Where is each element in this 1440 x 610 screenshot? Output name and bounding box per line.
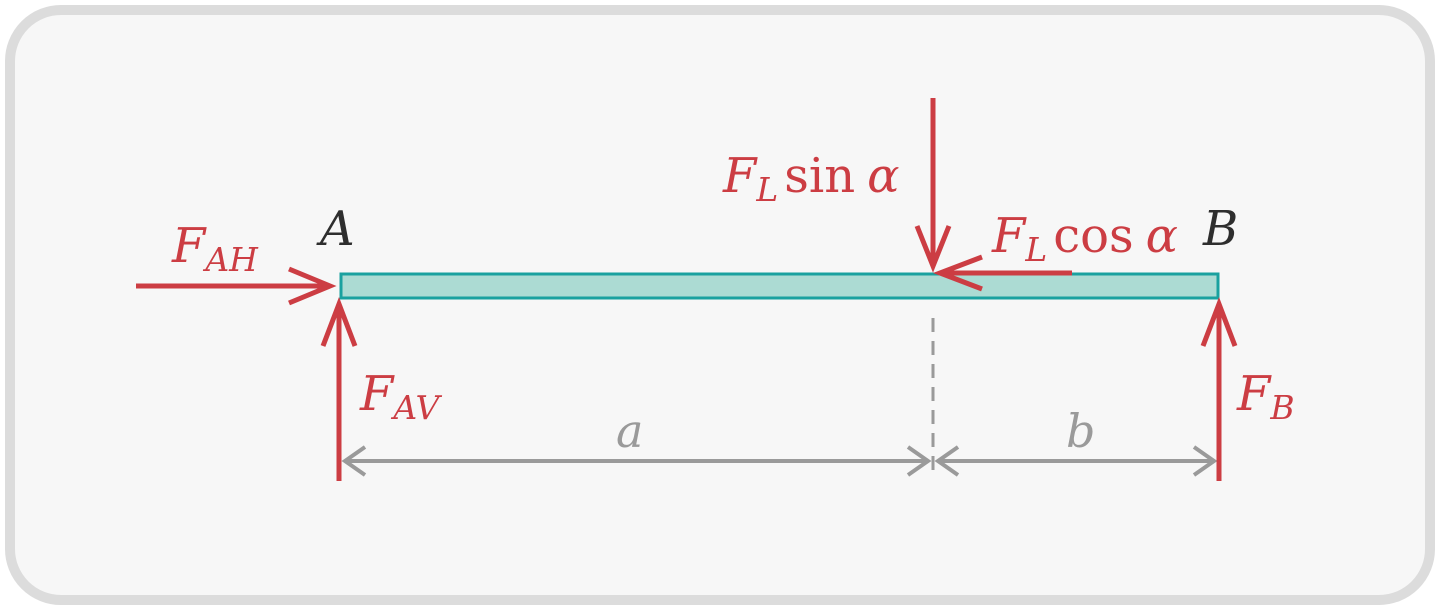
force-arrow-fah [136, 266, 337, 306]
force-arrow-fav [320, 296, 358, 481]
dimension-b [934, 445, 1218, 477]
force-arrow-fb [1200, 296, 1238, 481]
diagram-frame [5, 5, 1435, 605]
dimension-label-b: b [1066, 404, 1095, 458]
force-label-fl-sin: FL sin α [722, 148, 900, 209]
point-label-b: B [1202, 201, 1238, 257]
beam [339, 272, 1220, 300]
force-label-fl-cos: FL cos α [991, 208, 1178, 269]
force-label-fah: FAH [171, 218, 259, 279]
force-label-fb: FB [1236, 366, 1295, 427]
dimension-a [341, 445, 932, 477]
force-arrow-fl-cos [932, 254, 1072, 292]
point-label-a: A [316, 201, 355, 257]
force-label-fav: FAV [359, 366, 443, 427]
force-arrow-fl-sin [914, 98, 952, 273]
dimension-label-a: a [616, 404, 643, 458]
